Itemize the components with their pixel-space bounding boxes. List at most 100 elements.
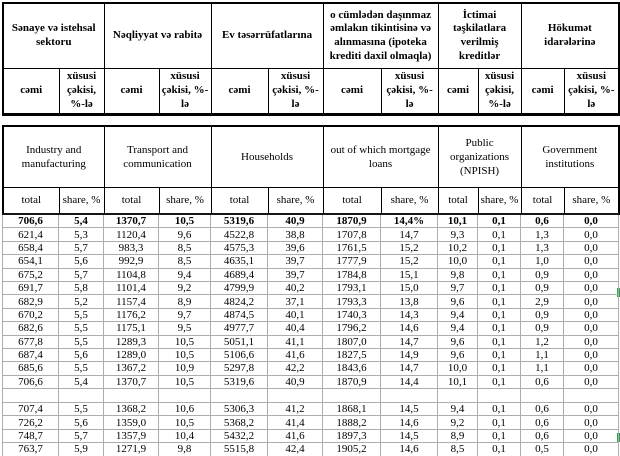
en-total-header: total — [520, 187, 565, 215]
en-total-header: total — [103, 187, 160, 215]
data-cell: 0,0 — [563, 428, 619, 444]
data-cell: 1271,9 — [103, 442, 159, 456]
data-cell: 4874,5 — [210, 307, 268, 323]
data-cell: 1175,1 — [103, 321, 159, 336]
data-cell: 10,5 — [158, 374, 211, 390]
data-cell: 0,1 — [477, 402, 521, 417]
data-cell: 748,7 — [2, 428, 59, 444]
data-cell: 5,5 — [58, 402, 104, 417]
data-cell: 0,1 — [477, 280, 521, 296]
data-cell: 4799,9 — [210, 280, 268, 296]
data-cell: 1120,4 — [103, 227, 159, 242]
data-cell: 5368,2 — [210, 415, 268, 430]
data-cell: 983,3 — [103, 240, 159, 256]
table-row: 691,7 5,8 1101,4 9,2 4799,9 40,2 1793,1 15,0 9,7… — [2, 280, 619, 296]
data-cell: 14,5 — [380, 428, 438, 444]
data-cell: 0,0 — [563, 280, 619, 296]
az-total-header: cəmi — [322, 68, 382, 115]
data-cell: 0,1 — [477, 321, 521, 336]
data-cell: 5,6 — [58, 347, 104, 363]
en-share-header: share, % — [267, 187, 324, 215]
data-cell: 4635,1 — [210, 254, 268, 269]
en-group-header: Transport and communication — [103, 125, 212, 188]
data-cell: 1357,9 — [103, 428, 159, 444]
data-cell: 1888,2 — [322, 415, 381, 430]
data-cell: 0,6 — [520, 402, 564, 417]
data-cell: 1101,4 — [103, 280, 159, 296]
data-cell: 9,4 — [437, 321, 478, 336]
data-cell: 0,1 — [477, 361, 521, 376]
data-cell: 14,7 — [380, 361, 438, 376]
blank-cell — [103, 388, 159, 404]
data-cell: 0,0 — [563, 307, 619, 323]
data-cell: 13,8 — [380, 294, 438, 309]
blank-cell — [520, 388, 564, 404]
data-cell: 0,0 — [563, 294, 619, 309]
data-cell: 0,1 — [477, 227, 521, 242]
data-cell: 40,1 — [267, 307, 323, 323]
data-cell: 5,7 — [58, 240, 104, 256]
az-group-header: Sənaye və istehsal sektoru — [2, 2, 105, 69]
data-cell: 5,3 — [58, 227, 104, 242]
data-cell: 1870,9 — [322, 213, 381, 229]
data-cell: 0,0 — [563, 415, 619, 430]
data-cell: 691,7 — [2, 280, 59, 296]
data-cell: 0,9 — [520, 321, 564, 336]
data-cell: 0,1 — [477, 294, 521, 309]
data-cell: 0,1 — [477, 334, 521, 349]
data-cell: 14,5 — [380, 402, 438, 417]
data-cell: 9,7 — [437, 280, 478, 296]
data-cell: 14,7 — [380, 334, 438, 349]
data-cell: 9,2 — [158, 280, 211, 296]
data-cell: 0,6 — [520, 415, 564, 430]
data-cell: 41,6 — [267, 428, 323, 444]
en-group-header: Households — [210, 125, 324, 188]
data-cell: 42,4 — [267, 442, 323, 456]
data-cell: 0,0 — [563, 227, 619, 242]
table-row: 763,7 5,9 1271,9 9,8 5515,8 42,4 1905,2 14,6 8,5… — [2, 442, 619, 456]
data-cell: 10,5 — [158, 213, 211, 229]
data-cell: 654,1 — [2, 254, 59, 269]
data-cell: 39,7 — [267, 254, 323, 269]
data-cell: 5,2 — [58, 294, 104, 309]
table-row: 707,4 5,5 1368,2 10,6 5306,3 41,2 1868,1 14,5 9,… — [2, 402, 619, 417]
data-cell: 10,5 — [158, 415, 211, 430]
data-cell: 9,6 — [437, 334, 478, 349]
blank-cell — [2, 388, 59, 404]
data-cell: 1367,2 — [103, 361, 159, 376]
data-cell: 5,5 — [58, 361, 104, 376]
data-cell: 1157,4 — [103, 294, 159, 309]
data-cell: 15,2 — [380, 240, 438, 256]
data-cell: 5306,3 — [210, 402, 268, 417]
data-cell: 14,6 — [380, 321, 438, 336]
data-cell: 5,5 — [58, 334, 104, 349]
blank-cell — [437, 388, 478, 404]
data-cell: 670,2 — [2, 307, 59, 323]
data-cell: 687,4 — [2, 347, 59, 363]
data-cell: 0,1 — [477, 347, 521, 363]
az-share-header: xüsusi çəkisi, %-lə — [477, 68, 522, 115]
data-cell: 1707,8 — [322, 227, 381, 242]
data-cell: 15,0 — [380, 280, 438, 296]
data-cell: 1827,5 — [322, 347, 381, 363]
data-cell: 40,4 — [267, 321, 323, 336]
data-cell: 14,6 — [380, 442, 438, 456]
data-cell: 0,1 — [477, 307, 521, 323]
data-cell: 39,6 — [267, 240, 323, 256]
data-cell: 0,0 — [563, 374, 619, 390]
data-cell: 10,4 — [158, 428, 211, 444]
data-cell: 4977,7 — [210, 321, 268, 336]
en-share-header: share, % — [477, 187, 522, 215]
data-cell: 726,2 — [2, 415, 59, 430]
data-cell: 1761,5 — [322, 240, 381, 256]
az-group-header: İctimai təşkilatlara verilmiş kreditlər — [437, 2, 522, 69]
az-group-header: Nəqliyyat və rabitə — [103, 2, 212, 69]
data-cell: 685,6 — [2, 361, 59, 376]
data-cell: 621,4 — [2, 227, 59, 242]
az-total-header: cəmi — [437, 68, 479, 115]
data-cell: 5106,6 — [210, 347, 268, 363]
data-cell: 1,1 — [520, 347, 564, 363]
data-cell: 41,1 — [267, 334, 323, 349]
data-cell: 0,0 — [563, 361, 619, 376]
